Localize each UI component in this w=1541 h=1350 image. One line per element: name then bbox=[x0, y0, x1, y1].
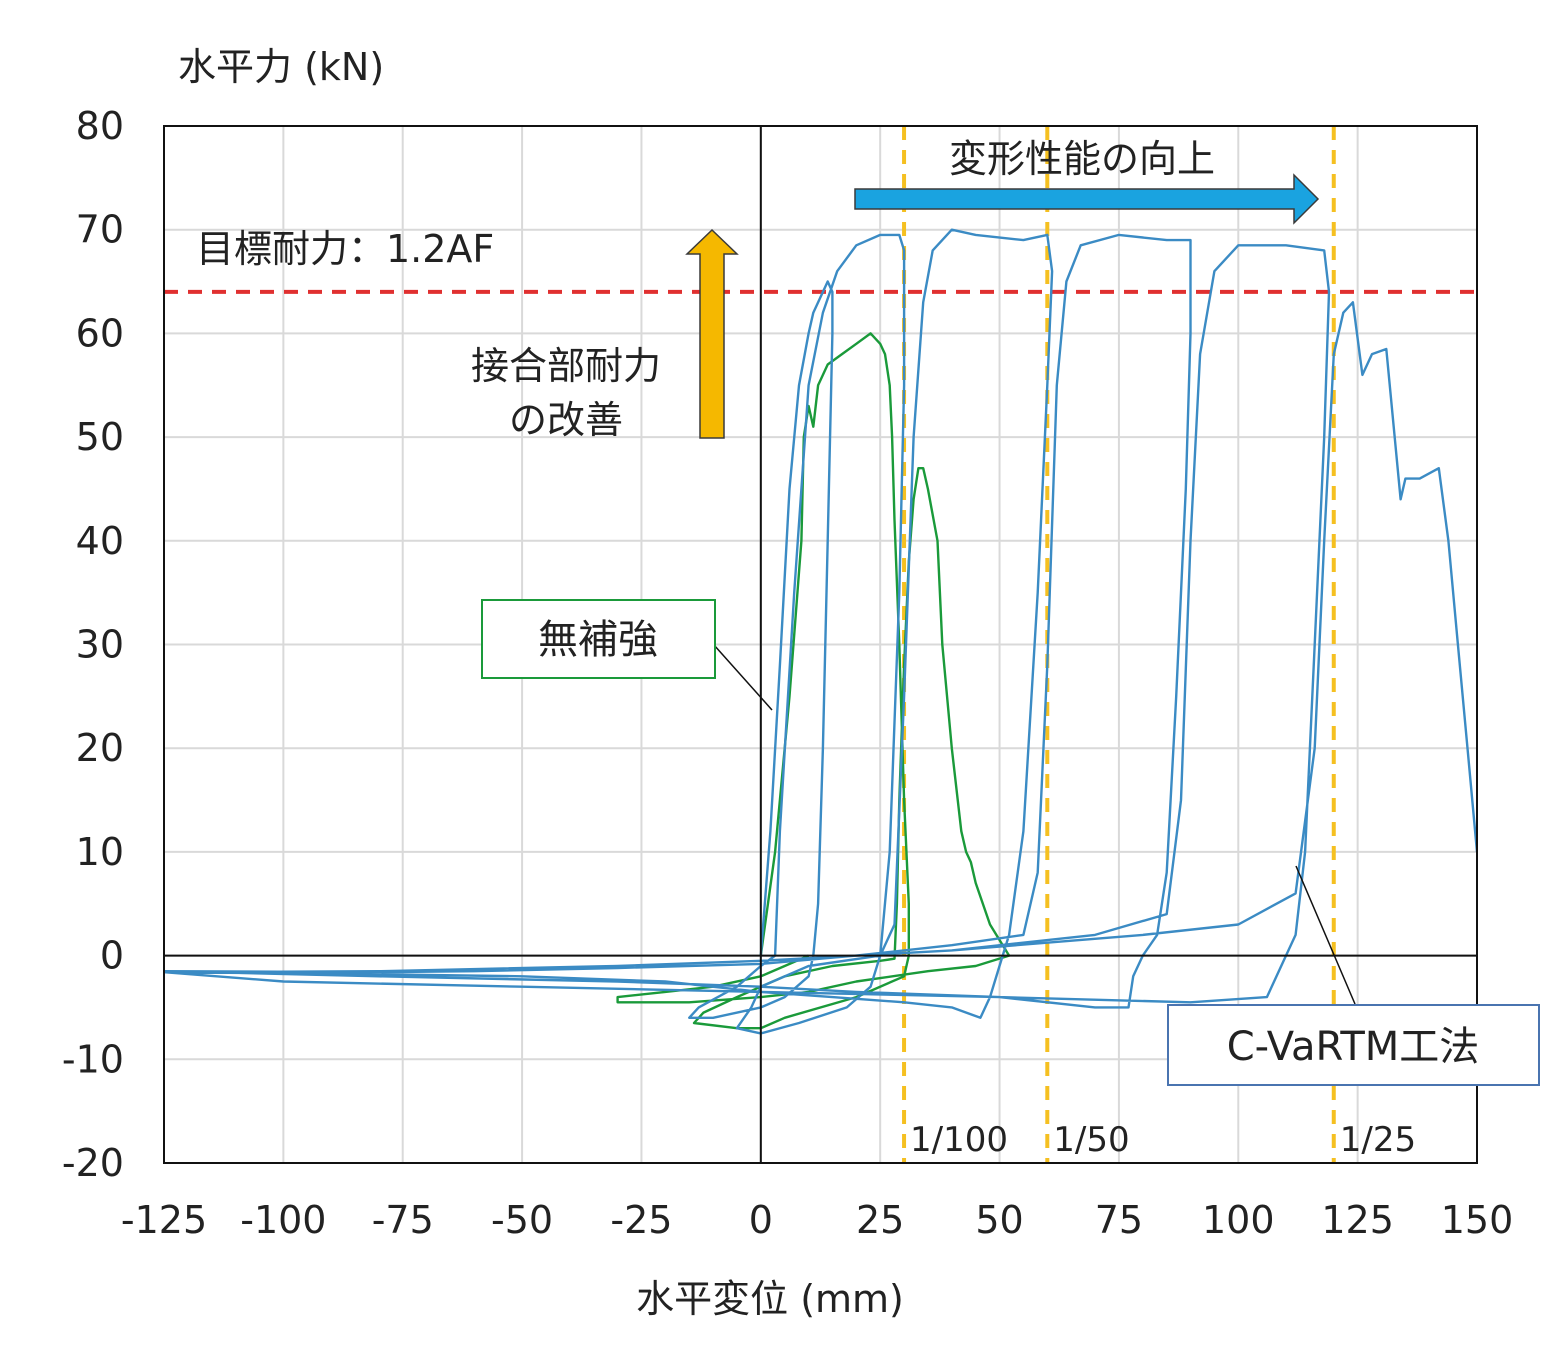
x-tick-label: -50 bbox=[491, 1198, 553, 1242]
y-tick-label: 30 bbox=[76, 623, 124, 667]
drift-reference-label: 1/50 bbox=[1053, 1120, 1129, 1160]
unreinforced-callout-box bbox=[481, 599, 716, 679]
y-tick-label: 50 bbox=[76, 415, 124, 459]
y-tick-label: 60 bbox=[76, 311, 124, 355]
x-tick-label: -25 bbox=[610, 1198, 672, 1242]
zero-axes bbox=[164, 126, 1477, 1163]
y-tick-label: 80 bbox=[76, 104, 124, 148]
tick-labels: -125 -100 -75 -50 -25 0 25 50 75 100 125 150-20-100… bbox=[62, 104, 1513, 1242]
y-tick-label: 40 bbox=[76, 519, 124, 563]
data-series bbox=[164, 228, 1477, 1035]
drift-reference-label: 1/100 bbox=[910, 1120, 1008, 1160]
x-tick-label: 75 bbox=[1095, 1198, 1143, 1242]
right-arrow-icon bbox=[854, 173, 1320, 225]
x-tick-label: 150 bbox=[1441, 1198, 1514, 1242]
y-tick-label: -20 bbox=[62, 1141, 124, 1185]
series-line bbox=[164, 228, 1477, 1035]
unreinforced-leader-line bbox=[713, 644, 773, 711]
cvartm-callout-box bbox=[1167, 1004, 1540, 1086]
y-tick-label: 20 bbox=[76, 726, 124, 770]
x-tick-label: -75 bbox=[372, 1198, 434, 1242]
x-tick-label: 100 bbox=[1202, 1198, 1275, 1242]
x-tick-label: -100 bbox=[240, 1198, 326, 1242]
y-tick-label: 0 bbox=[100, 934, 124, 978]
x-axis-title: 水平変位 (mm) bbox=[636, 1277, 904, 1321]
x-tick-label: 25 bbox=[856, 1198, 904, 1242]
x-tick-label: -125 bbox=[121, 1198, 207, 1242]
y-tick-label: -10 bbox=[62, 1037, 124, 1081]
joint-strength-label-1: 接合部耐力 bbox=[471, 344, 661, 388]
cvartm-leader-line bbox=[1295, 865, 1356, 1005]
x-tick-label: 50 bbox=[975, 1198, 1023, 1242]
plot-frame bbox=[163, 125, 1478, 1164]
y-axis-title: 水平力 (kN) bbox=[178, 45, 384, 89]
drift-reference-label: 1/25 bbox=[1340, 1120, 1416, 1160]
deformation-label: 変形性能の向上 bbox=[949, 137, 1215, 181]
cvartm-callout-label: C-VaRTM工法 bbox=[1227, 1024, 1480, 1070]
joint-strength-label-2: の改善 bbox=[509, 398, 623, 442]
unreinforced-callout-label: 無補強 bbox=[538, 617, 658, 663]
y-tick-label: 70 bbox=[76, 208, 124, 252]
x-tick-label: 0 bbox=[749, 1198, 773, 1242]
series-line bbox=[616, 332, 1011, 1030]
y-tick-label: 10 bbox=[76, 830, 124, 874]
x-tick-label: 125 bbox=[1321, 1198, 1394, 1242]
up-arrow-icon bbox=[685, 228, 739, 439]
target-strength-label: 目標耐力：1.2AF bbox=[196, 227, 494, 271]
